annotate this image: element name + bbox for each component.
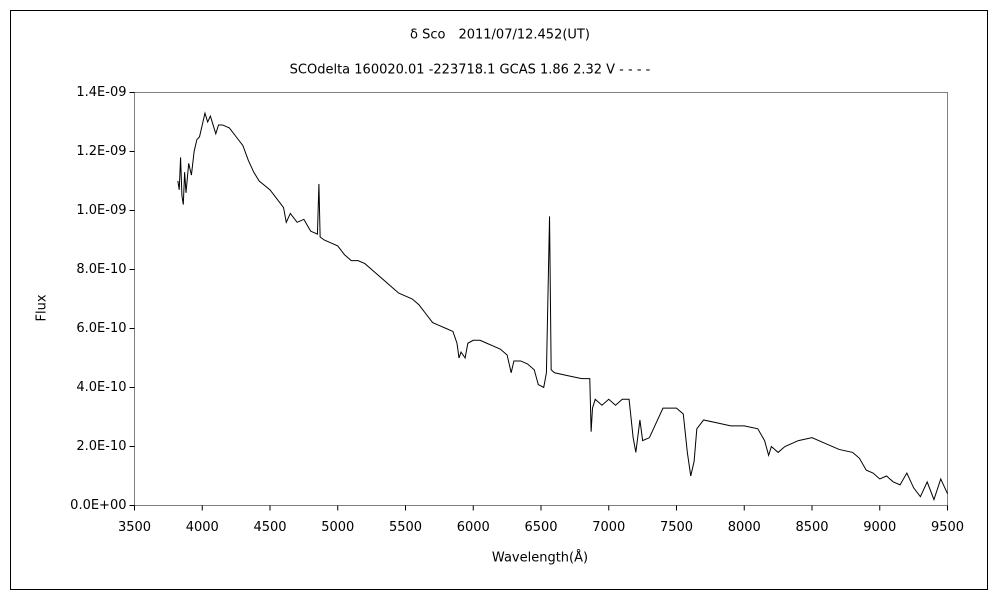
- y-tick-label: 4.0E-10: [76, 380, 126, 395]
- x-tick-label: 4000: [186, 520, 219, 535]
- x-tick-label: 5000: [321, 520, 354, 535]
- plot-area: [134, 92, 948, 506]
- y-tick-label: 1.0E-09: [76, 203, 126, 218]
- x-tick-label: 8000: [728, 520, 761, 535]
- y-tick-label: 6.0E-10: [76, 321, 126, 336]
- y-tick-label: 1.4E-09: [76, 85, 126, 100]
- x-axis-label: Wavelength(Å): [492, 550, 588, 566]
- x-tick-label: 9500: [931, 520, 964, 535]
- x-tick-label: 5500: [389, 520, 422, 535]
- y-axis-label: Flux: [35, 294, 50, 321]
- x-tick-label: 8500: [795, 520, 828, 535]
- spectrum-line: [177, 111, 948, 502]
- x-tick-label: 4500: [253, 520, 286, 535]
- x-tick-label: 6500: [524, 520, 557, 535]
- x-tick-label: 7000: [592, 520, 625, 535]
- x-tick-label: 9000: [863, 520, 896, 535]
- y-tick-label: 8.0E-10: [76, 262, 126, 277]
- x-tick-label: 7500: [660, 520, 693, 535]
- y-tick-label: 2.0E-10: [76, 439, 126, 454]
- y-tick-label: 1.2E-09: [76, 144, 126, 159]
- x-tick-label: 3500: [118, 520, 151, 535]
- x-tick-label: 6000: [457, 520, 490, 535]
- chart-title: δ Sco 2011/07/12.452(UT): [410, 28, 590, 43]
- y-tick-label: 0.0E+00: [70, 498, 126, 513]
- chart-subtitle: SCOdelta 160020.01 -223718.1 GCAS 1.86 2…: [290, 63, 651, 78]
